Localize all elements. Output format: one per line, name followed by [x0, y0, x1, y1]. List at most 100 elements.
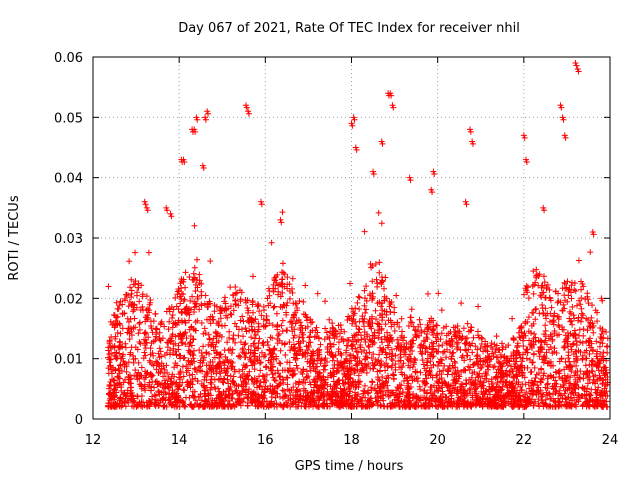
- data-point: [267, 334, 274, 341]
- data-point: [299, 380, 306, 387]
- data-point: [577, 301, 584, 308]
- data-point: [112, 367, 119, 374]
- data-point: [383, 375, 390, 382]
- data-point: [368, 386, 375, 393]
- data-point: [392, 366, 399, 373]
- data-point: [528, 340, 535, 347]
- data-point: [487, 391, 494, 398]
- data-point: [303, 368, 310, 375]
- data-point: [361, 347, 368, 354]
- data-point: [266, 292, 273, 299]
- data-point: [182, 269, 189, 276]
- data-point: [200, 354, 207, 361]
- data-point: [395, 399, 402, 406]
- data-point: [473, 353, 480, 360]
- data-point: [341, 387, 348, 394]
- data-point: [531, 330, 538, 337]
- data-point: [191, 274, 198, 281]
- data-point: [468, 324, 475, 331]
- data-point: [521, 391, 528, 398]
- data-point: [409, 348, 416, 355]
- data-point: [315, 390, 322, 397]
- data-point: [151, 392, 158, 399]
- data-point: [135, 359, 142, 366]
- data-point: [571, 372, 578, 379]
- data-point: [409, 337, 416, 344]
- data-point: [235, 332, 242, 339]
- data-point: [207, 358, 214, 365]
- data-point: [187, 348, 194, 355]
- data-point: [509, 315, 516, 322]
- y-tick-label: 0.06: [54, 51, 83, 66]
- data-point: [130, 324, 137, 331]
- data-point: [128, 276, 135, 283]
- data-point: [471, 381, 478, 388]
- data-point: [388, 92, 395, 99]
- data-point: [378, 281, 385, 288]
- data-point: [153, 378, 160, 385]
- data-point: [432, 334, 439, 341]
- data-point: [176, 382, 183, 389]
- data-point: [594, 360, 601, 367]
- data-point: [233, 323, 240, 330]
- data-point: [479, 403, 486, 410]
- data-point: [213, 303, 220, 310]
- data-point: [599, 381, 606, 388]
- data-point: [440, 367, 447, 374]
- data-point: [490, 384, 497, 391]
- data-point: [174, 386, 181, 393]
- data-point: [379, 278, 386, 285]
- data-point: [362, 353, 369, 360]
- data-point: [369, 365, 376, 372]
- data-point: [332, 328, 339, 335]
- data-point: [347, 280, 354, 287]
- data-point: [105, 403, 112, 410]
- data-point: [268, 239, 275, 246]
- data-point: [255, 302, 262, 309]
- data-point: [475, 303, 482, 310]
- data-point: [130, 308, 137, 315]
- data-point: [386, 298, 393, 305]
- data-point: [249, 376, 256, 383]
- data-point: [107, 356, 114, 363]
- data-point: [141, 376, 148, 383]
- data-point: [239, 313, 246, 320]
- data-point: [488, 381, 495, 388]
- data-point: [472, 343, 479, 350]
- data-point: [275, 288, 282, 295]
- data-point: [114, 305, 121, 312]
- data-point: [439, 342, 446, 349]
- data-point: [508, 395, 515, 402]
- data-point: [277, 380, 284, 387]
- data-point: [224, 356, 231, 363]
- data-point: [334, 378, 341, 385]
- data-point: [376, 377, 383, 384]
- data-point: [490, 364, 497, 371]
- data-point: [317, 341, 324, 348]
- data-point: [433, 384, 440, 391]
- data-point: [411, 359, 418, 366]
- data-point: [597, 398, 604, 405]
- data-point: [519, 358, 526, 365]
- data-point: [374, 327, 381, 334]
- data-point: [508, 401, 515, 408]
- data-point: [123, 368, 130, 375]
- data-point: [493, 333, 500, 340]
- data-point: [372, 307, 379, 314]
- data-point: [453, 340, 460, 347]
- data-point: [159, 396, 166, 403]
- data-point: [425, 324, 432, 331]
- data-point: [354, 360, 361, 367]
- data-point: [584, 327, 591, 334]
- data-point: [199, 359, 206, 366]
- data-point: [310, 403, 317, 410]
- data-point: [437, 393, 444, 400]
- data-point: [116, 338, 123, 345]
- data-point: [331, 371, 338, 378]
- data-point: [389, 350, 396, 357]
- data-point: [369, 262, 376, 269]
- data-point: [179, 363, 186, 370]
- data-point: [562, 134, 569, 141]
- data-point: [582, 395, 589, 402]
- data-point: [533, 266, 540, 273]
